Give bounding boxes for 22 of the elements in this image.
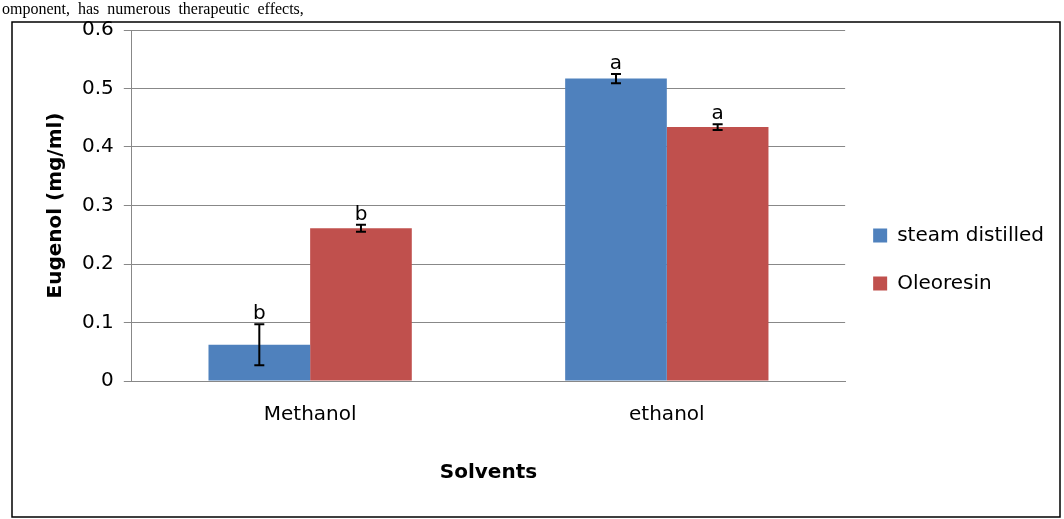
- bar: [310, 228, 412, 381]
- annotation: b: [354, 201, 368, 226]
- annotation: b: [252, 300, 266, 325]
- x-tick-label: ethanol: [629, 401, 705, 426]
- bar: [208, 344, 311, 381]
- y-tick-label: 0.5: [81, 74, 114, 99]
- legend-label: steam distilled: [897, 221, 1045, 246]
- legend-label: Oleoresin: [897, 269, 992, 294]
- annotation: a: [609, 50, 623, 75]
- y-tick-label: 0.6: [81, 16, 114, 41]
- y-tick-label: 0.3: [81, 191, 114, 216]
- text: omponent, has numerous therapeutic effects,: [2, 0, 304, 19]
- annotation: a: [711, 100, 724, 125]
- y-axis-title: Eugenol (mg/ml): [42, 112, 67, 299]
- y-tick-label: 0: [101, 367, 114, 392]
- y-tick-label: 0.1: [81, 308, 114, 333]
- y-tick-label: 0.2: [81, 250, 114, 275]
- x-tick-label: Methanol: [263, 401, 357, 426]
- x-axis-title: Solvents: [439, 459, 538, 484]
- y-tick-label: 0.4: [81, 133, 114, 158]
- bar: [666, 127, 769, 381]
- bar: [565, 78, 667, 381]
